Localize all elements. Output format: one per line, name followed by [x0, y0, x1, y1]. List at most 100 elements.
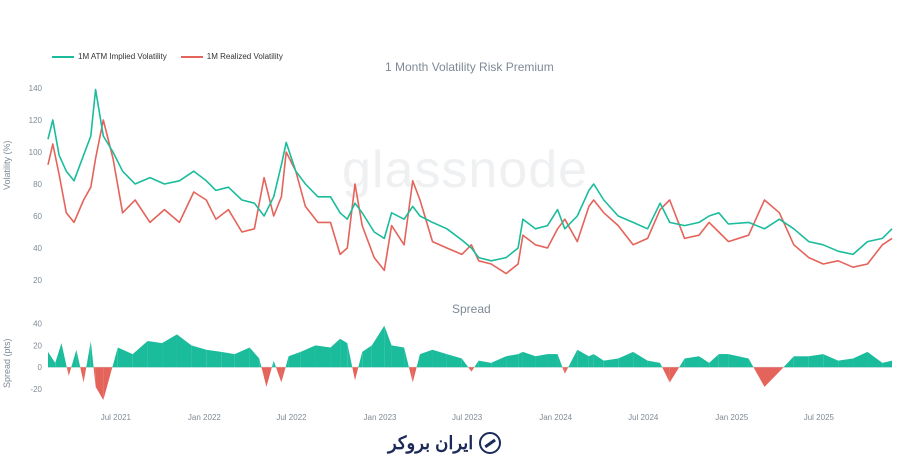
- spread-positive-area: [61, 343, 67, 368]
- spread-negative-area: [562, 367, 565, 374]
- spread-negative-area: [669, 367, 680, 383]
- trend-arrow-circle-icon: [479, 432, 502, 454]
- spread-positive-area: [728, 354, 749, 368]
- spread-positive-area: [132, 340, 148, 368]
- spread-negative-area: [408, 367, 413, 383]
- legend-label-implied: 1M ATM Implied Volatility: [78, 52, 167, 61]
- spread-positive-area: [593, 354, 604, 368]
- spread-positive-area: [340, 338, 348, 368]
- legend-label-realized: 1M Realized Volatility: [206, 52, 283, 61]
- x-tick-label: Jan 2024: [539, 413, 572, 422]
- y-tick-label: 60: [33, 212, 42, 221]
- spread-positive-area: [660, 362, 663, 368]
- spread-positive-area: [176, 334, 192, 368]
- spread-positive-area: [147, 340, 163, 368]
- spread-negative-area: [266, 367, 272, 387]
- spread-y-tick-label: 0: [38, 363, 43, 372]
- spread-positive-area: [76, 349, 81, 368]
- spread-negative-area: [468, 367, 472, 372]
- y-tick-label: 40: [33, 244, 42, 253]
- spread-y-tick-label: 40: [33, 319, 42, 328]
- spread-positive-area: [588, 354, 594, 368]
- spread-positive-area: [518, 351, 523, 368]
- spread-title: Spread: [452, 302, 491, 316]
- spread-positive-area: [162, 334, 177, 368]
- spread-positive-area: [603, 358, 619, 368]
- spread-positive-area: [882, 360, 892, 368]
- spread-positive-area: [48, 351, 56, 368]
- spread-positive-area: [633, 351, 648, 368]
- spread-negative-area: [352, 367, 355, 381]
- spread-positive-area: [823, 354, 839, 368]
- x-tick-label: Jan 2025: [715, 413, 748, 422]
- spread-negative-area: [354, 367, 359, 381]
- spread-negative-area: [764, 367, 780, 387]
- logo-text: ایران بروکر: [388, 432, 474, 453]
- spread-negative-area: [66, 367, 69, 376]
- brand-logo: ایران بروکر: [388, 432, 502, 454]
- spread-positive-area: [191, 345, 207, 368]
- spread-positive-area: [867, 351, 883, 368]
- y-tick-label: 80: [33, 180, 42, 189]
- realized-volatility-line[interactable]: [47, 119, 893, 275]
- x-tick-label: Jan 2022: [188, 413, 221, 422]
- spread-positive-area: [679, 358, 685, 368]
- spread-positive-area: [384, 325, 392, 368]
- spread-positive-area: [362, 345, 372, 368]
- spread-positive-area: [271, 360, 274, 368]
- implied-volatility-line[interactable]: [47, 88, 893, 262]
- spread-positive-area: [221, 351, 235, 368]
- spread-negative-area: [95, 367, 104, 400]
- spread-positive-area: [699, 356, 710, 368]
- spread-positive-area: [547, 354, 558, 368]
- legend-item-realized[interactable]: 1M Realized Volatility: [180, 52, 283, 61]
- legend: 1M ATM Implied Volatility 1M Realized Vo…: [52, 52, 283, 61]
- spread-positive-area: [416, 354, 420, 368]
- spread-positive-area: [491, 356, 507, 368]
- spread-negative-area: [564, 367, 569, 374]
- watermark: glassnode: [342, 141, 589, 199]
- x-tick-label: Jul 2022: [276, 413, 307, 422]
- spread-positive-area: [300, 345, 316, 368]
- spread-y-tick-label: -20: [30, 385, 42, 394]
- y-tick-label: 100: [29, 148, 43, 157]
- spread-positive-area: [259, 358, 262, 368]
- spread-positive-area: [371, 325, 385, 368]
- spread-negative-area: [110, 367, 113, 374]
- x-tick-label: Jul 2024: [628, 413, 659, 422]
- x-tick-label: Jul 2023: [452, 413, 483, 422]
- spread-negative-area: [779, 367, 784, 372]
- spread-positive-area: [709, 354, 719, 368]
- spread-positive-area: [288, 351, 301, 368]
- spread-positive-area: [718, 354, 729, 368]
- spread-positive-area: [315, 345, 331, 368]
- spread-negative-area: [275, 367, 282, 383]
- spread-positive-area: [838, 358, 854, 368]
- spread-positive-area: [285, 356, 289, 368]
- spread-positive-area: [249, 347, 260, 368]
- legend-swatch-realized: [180, 55, 203, 58]
- spread-positive-area: [474, 360, 479, 368]
- spread-negative-area: [753, 367, 765, 387]
- legend-item-implied[interactable]: 1M ATM Implied Volatility: [52, 52, 167, 61]
- spread-positive-area: [117, 347, 133, 368]
- y-tick-label: 120: [29, 116, 43, 125]
- spread-positive-area: [522, 351, 536, 368]
- spread-positive-area: [506, 354, 519, 368]
- spread-positive-area: [748, 358, 754, 368]
- spread-negative-area: [471, 367, 475, 372]
- spread-positive-area: [419, 349, 433, 368]
- spread-positive-area: [568, 349, 578, 368]
- spread-positive-area: [461, 358, 469, 368]
- chart-title: 1 Month Volatility Risk Premium: [385, 60, 554, 74]
- spread-positive-area: [273, 360, 276, 368]
- spread-negative-area: [261, 367, 267, 387]
- x-tick-label: Jul 2025: [804, 413, 835, 422]
- spread-positive-area: [330, 338, 341, 368]
- spread-positive-area: [853, 351, 868, 368]
- spread-negative-area: [83, 367, 87, 383]
- legend-swatch-implied: [52, 55, 74, 58]
- spread-positive-area: [557, 354, 563, 368]
- spread-positive-area: [391, 345, 405, 368]
